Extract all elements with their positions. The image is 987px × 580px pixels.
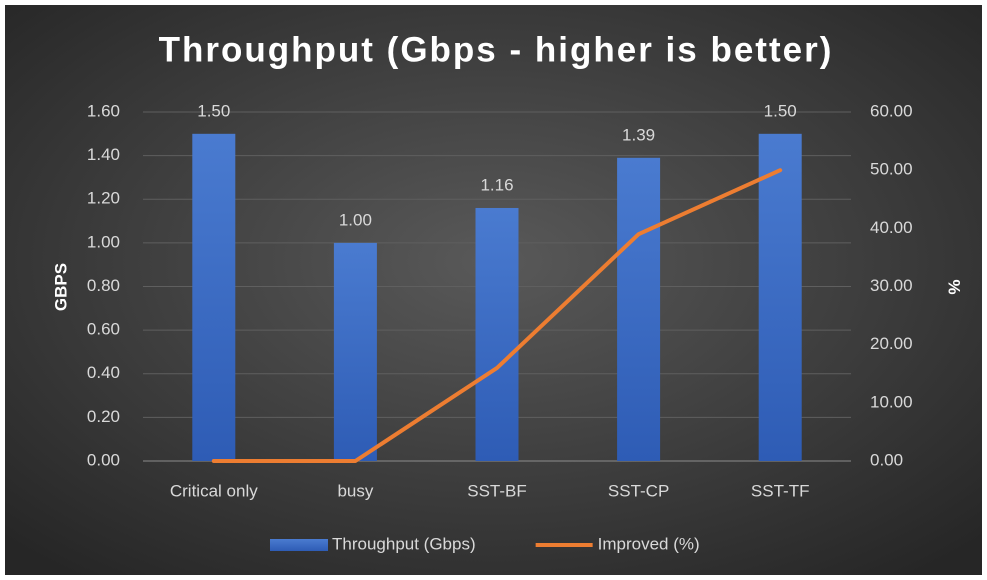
y2-tick-label: 20.00 bbox=[870, 334, 913, 353]
y2-tick-label: 30.00 bbox=[870, 276, 913, 295]
x-tick-label: SST-CP bbox=[608, 481, 669, 500]
bar bbox=[617, 157, 661, 461]
y2-tick-label: 0.00 bbox=[870, 450, 903, 469]
y2-tick-label: 60.00 bbox=[870, 101, 913, 120]
legend-label: Throughput (Gbps) bbox=[332, 534, 476, 553]
data-label: 1.50 bbox=[197, 101, 230, 120]
y-tick-label: 1.20 bbox=[87, 189, 120, 208]
x-tick-label: Critical only bbox=[170, 481, 258, 500]
bar bbox=[192, 133, 236, 461]
chart-title: Throughput (Gbps - higher is better) bbox=[159, 30, 834, 69]
bar bbox=[333, 242, 377, 461]
y-tick-label: 1.00 bbox=[87, 232, 120, 251]
data-label: 1.39 bbox=[622, 125, 655, 144]
y2-tick-label: 40.00 bbox=[870, 218, 913, 237]
data-label: 1.50 bbox=[764, 101, 797, 120]
legend-label: Improved (%) bbox=[598, 534, 700, 553]
y2-axis-title: % bbox=[945, 279, 964, 294]
line bbox=[211, 168, 783, 463]
y-tick-label: 0.20 bbox=[87, 407, 120, 426]
y-tick-label: 0.80 bbox=[87, 276, 120, 295]
x-tick-label: busy bbox=[337, 481, 373, 500]
y-tick-label: 1.40 bbox=[87, 145, 120, 164]
x-tick-label: SST-TF bbox=[751, 481, 810, 500]
y2-tick-label: 10.00 bbox=[870, 392, 913, 411]
bar bbox=[475, 207, 519, 461]
y-tick-label: 0.00 bbox=[87, 450, 120, 469]
y-axis-title: GBPS bbox=[51, 263, 70, 311]
data-label: 1.00 bbox=[339, 210, 372, 229]
y2-tick-label: 50.00 bbox=[870, 160, 913, 179]
x-tick-label: SST-BF bbox=[467, 481, 527, 500]
legend-swatch bbox=[270, 539, 328, 551]
y-tick-label: 0.60 bbox=[87, 320, 120, 339]
y-tick-label: 1.60 bbox=[87, 101, 120, 120]
bar bbox=[758, 133, 802, 461]
data-label: 1.16 bbox=[480, 175, 513, 194]
y-tick-label: 0.40 bbox=[87, 363, 120, 382]
